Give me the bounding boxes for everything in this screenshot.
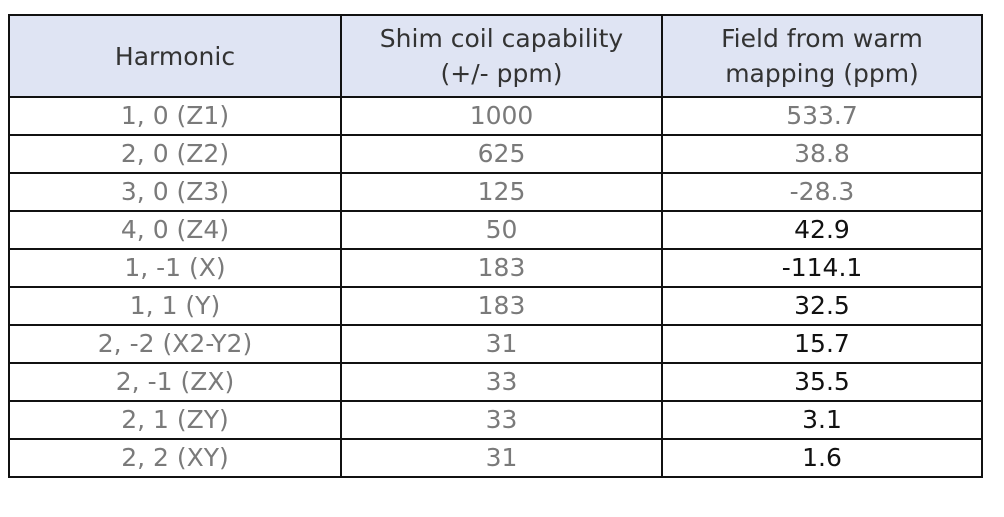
harmonic-cell: 2, -1 (ZX) (8, 362, 342, 402)
header-capability-line-2: (+/- ppm) (440, 59, 563, 88)
capability-cell: 50 (340, 210, 663, 250)
field-cell: -28.3 (661, 172, 983, 212)
header-field-line-1: Field from warm (721, 24, 923, 53)
table-row: 2, 1 (ZY) 33 3.1 (8, 400, 983, 440)
harmonic-cell: 2, -2 (X2-Y2) (8, 324, 342, 364)
field-cell: 42.9 (661, 210, 983, 250)
harmonic-cell: 4, 0 (Z4) (8, 210, 342, 250)
capability-cell: 183 (340, 248, 663, 288)
table-row: 2, -2 (X2-Y2) 31 15.7 (8, 324, 983, 364)
field-cell: 35.5 (661, 362, 983, 402)
harmonic-cell: 3, 0 (Z3) (8, 172, 342, 212)
capability-cell: 125 (340, 172, 663, 212)
harmonic-cell: 2, 1 (ZY) (8, 400, 342, 440)
header-field-line-2: mapping (ppm) (725, 59, 919, 88)
table-row: 1, -1 (X) 183 -114.1 (8, 248, 983, 288)
table-row: 1, 1 (Y) 183 32.5 (8, 286, 983, 326)
header-shim-coil-capability: Shim coil capability (+/- ppm) (340, 14, 663, 98)
header-harmonic: Harmonic (8, 14, 342, 98)
table-row: 3, 0 (Z3) 125 -28.3 (8, 172, 983, 212)
table-row: 2, -1 (ZX) 33 35.5 (8, 362, 983, 402)
table-row: 1, 0 (Z1) 1000 533.7 (8, 96, 983, 136)
field-cell: 3.1 (661, 400, 983, 440)
harmonic-cell: 1, -1 (X) (8, 248, 342, 288)
harmonic-cell: 2, 0 (Z2) (8, 134, 342, 174)
header-row: Harmonic Shim coil capability (+/- ppm) … (8, 14, 983, 98)
table-body: 1, 0 (Z1) 1000 533.7 2, 0 (Z2) 625 38.8 3, 0 (… (8, 96, 983, 478)
capability-cell: 31 (340, 324, 663, 364)
harmonic-cell: 2, 2 (XY) (8, 438, 342, 478)
field-cell: 1.6 (661, 438, 983, 478)
field-cell: 533.7 (661, 96, 983, 136)
capability-cell: 31 (340, 438, 663, 478)
header-field-from-warm-mapping: Field from warm mapping (ppm) (661, 14, 983, 98)
capability-cell: 33 (340, 362, 663, 402)
table-header: Harmonic Shim coil capability (+/- ppm) … (8, 14, 983, 98)
capability-cell: 625 (340, 134, 663, 174)
field-cell: -114.1 (661, 248, 983, 288)
harmonic-cell: 1, 1 (Y) (8, 286, 342, 326)
field-cell: 32.5 (661, 286, 983, 326)
capability-cell: 33 (340, 400, 663, 440)
table-row: 4, 0 (Z4) 50 42.9 (8, 210, 983, 250)
field-cell: 15.7 (661, 324, 983, 364)
table-row: 2, 2 (XY) 31 1.6 (8, 438, 983, 478)
capability-cell: 183 (340, 286, 663, 326)
shim-harmonics-table: Harmonic Shim coil capability (+/- ppm) … (8, 14, 983, 478)
header-capability-line-1: Shim coil capability (379, 24, 624, 53)
table-row: 2, 0 (Z2) 625 38.8 (8, 134, 983, 174)
harmonic-cell: 1, 0 (Z1) (8, 96, 342, 136)
header-harmonic-line-1: Harmonic (114, 41, 236, 71)
field-cell: 38.8 (661, 134, 983, 174)
capability-cell: 1000 (340, 96, 663, 136)
